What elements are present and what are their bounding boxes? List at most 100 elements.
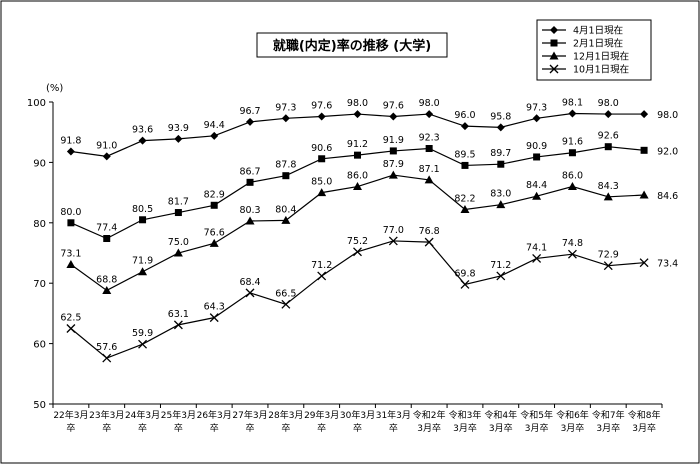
data-label: 59.9	[132, 328, 153, 339]
data-point-square	[174, 209, 182, 217]
x-marker-stroke	[603, 261, 613, 271]
data-point-triangle	[281, 215, 291, 224]
data-label: 84.3	[598, 181, 619, 192]
data-label: 89.7	[490, 148, 511, 159]
data-point-x	[496, 271, 506, 281]
x-marker-stroke	[317, 271, 327, 281]
data-point-x	[138, 339, 148, 349]
data-label: 74.8	[562, 238, 583, 249]
x-marker-stroke	[549, 64, 559, 74]
x-tick-label: 28年3月	[268, 409, 303, 421]
data-label: 90.9	[526, 141, 547, 152]
data-point-triangle	[460, 205, 470, 214]
data-point-x	[639, 258, 649, 268]
data-label: 95.8	[490, 111, 511, 122]
data-label: 69.8	[454, 268, 475, 279]
data-label: 98.1	[562, 97, 583, 108]
x-tick-label-line2: 卒	[138, 422, 147, 434]
data-point-diamond	[568, 109, 577, 118]
x-marker-stroke	[281, 299, 291, 309]
x-marker-stroke	[639, 258, 649, 268]
x-tick-label-line2: 卒	[353, 422, 362, 434]
data-label: 93.9	[168, 123, 189, 134]
y-tick-label: 100	[27, 98, 46, 109]
x-marker-stroke	[388, 236, 398, 246]
data-label: 71.2	[490, 260, 511, 271]
data-point-triangle	[173, 248, 183, 257]
data-point-x	[424, 237, 434, 247]
data-label: 82.2	[454, 194, 475, 205]
data-label: 96.0	[454, 110, 475, 121]
data-point-square	[533, 153, 541, 161]
x-marker-stroke	[209, 313, 219, 323]
x-tick-label-line2: 卒	[317, 422, 326, 434]
data-point-x	[102, 353, 112, 363]
data-point-diamond	[460, 122, 469, 131]
data-label: 97.3	[526, 102, 547, 113]
y-tick-label: 50	[33, 400, 46, 411]
data-label: 91.2	[347, 139, 368, 150]
data-label: 84.4	[526, 180, 547, 191]
data-label: 92.6	[598, 131, 619, 142]
data-label: 86.0	[562, 171, 583, 182]
data-point-x	[245, 288, 255, 298]
data-point-square	[354, 151, 361, 159]
x-tick-label-line2: 3月卒	[417, 422, 441, 434]
legend-label: 10月1日現在	[573, 64, 629, 76]
data-label: 63.1	[168, 309, 189, 320]
x-tick-label: 30年3月	[340, 409, 375, 421]
data-point-square	[497, 160, 505, 168]
x-tick-label-line2: 3月卒	[561, 422, 585, 434]
data-label: 57.6	[96, 342, 117, 353]
data-point-square	[67, 219, 75, 227]
data-label: 74.1	[526, 242, 547, 253]
data-point-triangle	[532, 191, 542, 200]
x-tick-label: 22年3月	[53, 409, 88, 421]
x-tick-label-line2: 3月卒	[632, 422, 656, 434]
data-point-triangle	[245, 216, 255, 225]
data-label: 72.9	[598, 250, 619, 261]
data-label: 98.0	[598, 98, 619, 109]
data-point-square	[103, 235, 111, 243]
data-label: 68.4	[239, 277, 260, 288]
data-point-triangle	[424, 175, 434, 184]
data-label: 90.6	[311, 143, 332, 154]
data-point-diamond	[102, 152, 111, 161]
x-tick-label-line2: 卒	[389, 422, 398, 434]
x-tick-label: 26年3月	[197, 409, 232, 421]
x-marker-stroke	[245, 288, 255, 298]
x-tick-label: 令和2年	[413, 409, 446, 421]
x-tick-label: 令和3年	[449, 409, 482, 421]
data-point-square	[604, 143, 612, 151]
x-marker-stroke	[66, 324, 76, 333]
data-point-x	[567, 249, 577, 259]
data-point-diamond	[640, 110, 649, 119]
legend-label: 2月1日現在	[573, 38, 623, 50]
legend-marker-x	[549, 64, 559, 74]
data-point-x	[281, 299, 291, 309]
data-label: 66.5	[275, 288, 296, 299]
data-point-triangle	[639, 190, 649, 199]
data-label: 77.0	[383, 225, 404, 236]
data-point-x	[460, 279, 470, 289]
x-marker-stroke	[173, 320, 183, 330]
y-tick-label: 70	[33, 279, 46, 290]
data-label: 68.8	[96, 274, 117, 285]
x-marker-stroke	[424, 237, 434, 247]
data-label: 94.4	[204, 120, 225, 131]
x-tick-label: 令和8年	[628, 409, 661, 421]
data-label: 98.0	[657, 110, 678, 121]
data-label: 71.2	[311, 260, 332, 271]
data-label: 64.3	[204, 302, 225, 313]
data-point-square	[318, 155, 326, 163]
data-label: 76.6	[204, 227, 225, 238]
x-marker-stroke	[532, 253, 542, 263]
x-marker-stroke	[138, 339, 148, 349]
y-axis-unit-label: (%)	[46, 83, 63, 94]
x-tick-label: 25年3月	[161, 409, 196, 421]
x-tick-label-line2: 3月卒	[525, 422, 549, 434]
x-tick-label: 令和4年	[484, 409, 517, 421]
data-point-diamond	[604, 110, 613, 119]
x-marker-stroke	[496, 271, 506, 281]
